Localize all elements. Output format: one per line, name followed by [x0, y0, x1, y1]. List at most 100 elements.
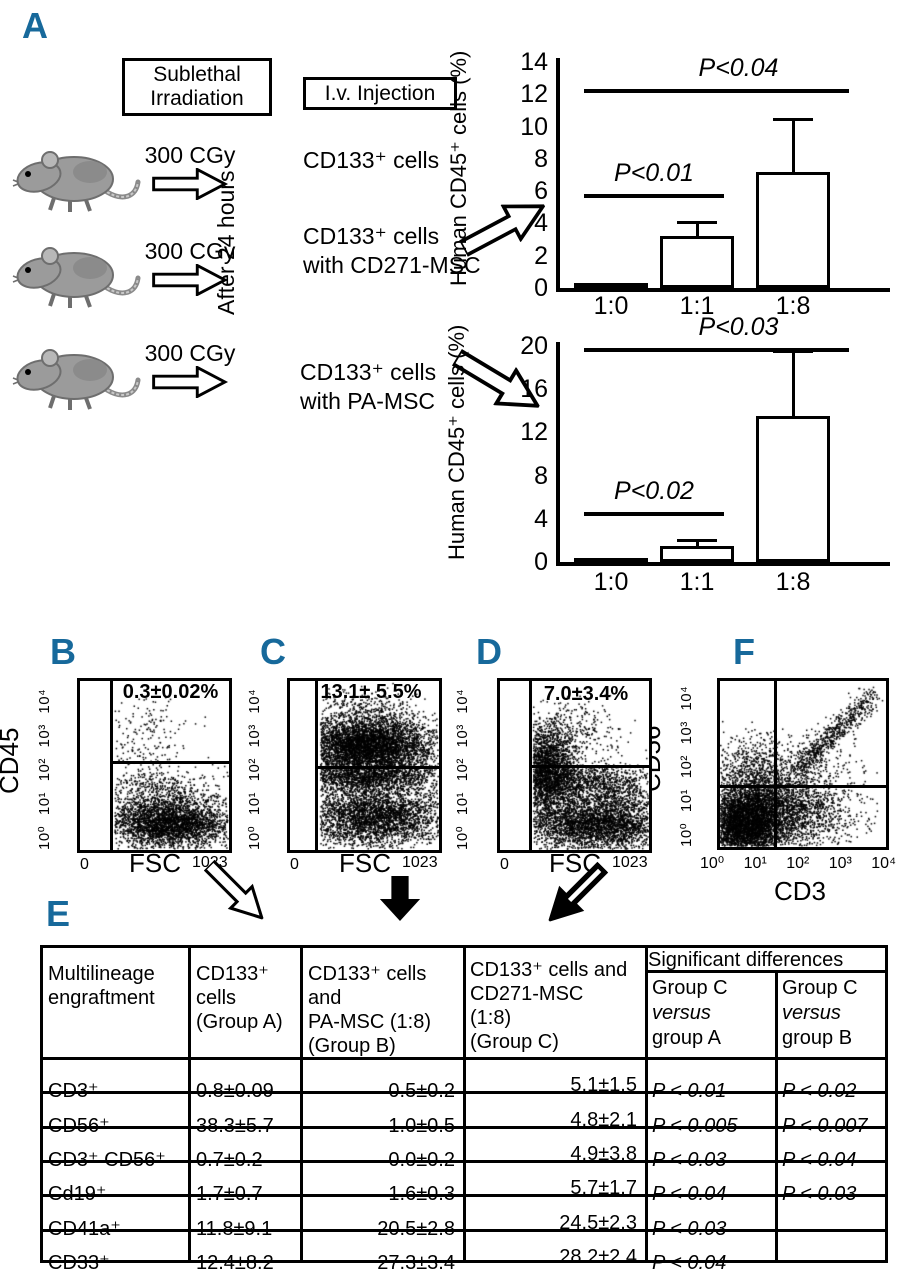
cell-group-a: 38.3±5.7 — [196, 1115, 274, 1137]
dose-label: 300 CGy — [144, 340, 236, 366]
table-header-c-vs-b: Group C versus group B — [782, 976, 884, 1051]
x-category-label: 1:1 — [679, 568, 715, 596]
panel-e-label: E — [46, 893, 71, 934]
flow-c-x-label: FSC — [339, 848, 391, 878]
table-row-line — [40, 1194, 888, 1197]
gate-vertical-line — [315, 680, 319, 851]
flow-b-x-label: FSC — [129, 848, 181, 878]
significance-line — [584, 348, 849, 353]
flow-c-x-max: 1023 — [402, 854, 438, 871]
cell-group-b: 0.0±0.2 — [388, 1149, 455, 1171]
y-tick-label: 6 — [534, 177, 548, 206]
table-column-line — [300, 945, 303, 1263]
x-category-label: 1:8 — [775, 568, 811, 596]
panel-a-label: A — [22, 5, 48, 46]
cell-marker: CD3⁺ — [48, 1080, 99, 1102]
bar — [756, 416, 830, 562]
dot-plot-canvas — [290, 681, 439, 850]
error-bar — [696, 540, 699, 546]
cell-p-c-vs-a: P < 0.03 — [652, 1149, 727, 1171]
error-bar-cap — [677, 220, 717, 224]
table-column-line — [188, 945, 191, 1263]
y-tick-label: 12 — [520, 418, 548, 447]
flow-d-x-min: 0 — [500, 856, 509, 873]
cell-group-c: 5.1±1.5 — [570, 1074, 637, 1096]
error-bar-cap — [773, 117, 813, 121]
cell-p-c-vs-b: P < 0.02 — [782, 1080, 857, 1102]
cell-group-a: 0.8±0.09 — [196, 1080, 274, 1102]
header-line: group B — [782, 1027, 853, 1049]
injection-group-3: CD133⁺ cells with PA-MSC — [300, 359, 437, 414]
dose-label: 300 CGy — [144, 142, 236, 168]
significance-line — [584, 194, 724, 199]
y-tick-label: 4 — [534, 504, 548, 533]
table-column-line — [775, 970, 778, 1263]
y-tick-label: 8 — [534, 144, 548, 173]
error-bar-cap — [677, 539, 717, 543]
y-tick-label: 16 — [520, 375, 548, 404]
cell-group-a: 12.4±8.2 — [196, 1252, 274, 1274]
x-tick: 10¹ — [743, 855, 767, 872]
error-bar — [792, 351, 795, 417]
y-tick-label: 2 — [534, 241, 548, 270]
cell-p-c-vs-a: P < 0.01 — [652, 1080, 727, 1102]
significance-label: P<0.04 — [698, 54, 779, 83]
x-tick: 10³ — [828, 855, 852, 872]
cell-p-c-vs-a: P < 0.04 — [652, 1252, 727, 1274]
x-category-label: 1:8 — [775, 292, 811, 320]
y-tick-label: 0 — [534, 548, 548, 576]
header-line: group A — [652, 1027, 721, 1049]
gate-horizontal-line — [111, 761, 230, 764]
y-tick-label: 8 — [534, 461, 548, 490]
table-header-line — [40, 1057, 888, 1060]
sublethal-irradiation-box: Sublethal Irradiation — [122, 58, 272, 116]
flow-b-x-min: 0 — [80, 856, 89, 873]
cell-group-b: 1.0±0.5 — [388, 1115, 455, 1137]
flow-b-y-ticks: 10⁰ 10¹ 10² 10³ 10⁴ — [36, 688, 53, 850]
x-tick: 10⁰ — [700, 855, 725, 872]
y-tick-label: 12 — [520, 80, 548, 109]
cell-group-c: 4.8±2.1 — [570, 1109, 637, 1131]
table-column-line — [463, 945, 466, 1263]
cell-marker: CD56⁺ — [48, 1115, 110, 1137]
cell-group-c: 28.2±2.4 — [559, 1246, 637, 1268]
cell-group-a: 1.7±0.7 — [196, 1183, 263, 1205]
x-axis — [556, 288, 890, 292]
bar — [756, 171, 830, 288]
cell-group-c: 4.9±3.8 — [570, 1143, 637, 1165]
right-arrow-icon — [142, 366, 238, 398]
cell-p-c-vs-a: P < 0.005 — [652, 1115, 738, 1137]
mouse-icon — [12, 330, 142, 415]
mouse-icon — [12, 132, 142, 217]
x-category-label: 1:1 — [679, 292, 715, 320]
cell-group-b: 20.5±2.8 — [377, 1218, 455, 1240]
cell-group-c: 24.5±2.3 — [559, 1212, 637, 1234]
flow-f-x-label: CD3 — [773, 876, 826, 906]
significance-label: P<0.02 — [614, 477, 694, 506]
table-header-group-c: CD133⁺ cells and CD271-MSC (1:8) (Group … — [470, 959, 628, 1053]
injection-group-1: CD133⁺ cells — [303, 147, 440, 173]
table-row-line — [40, 1091, 888, 1094]
gate-vertical-line — [110, 680, 114, 851]
panel-b-label: B — [50, 631, 76, 672]
cell-marker: CD33⁺ — [48, 1252, 110, 1274]
table-row-line — [40, 1126, 888, 1129]
down-arrow-icon — [378, 876, 422, 922]
flow-d-y-ticks: 10⁰ 10¹ 10² 10³ 10⁴ — [454, 688, 471, 850]
dot-plot-canvas — [720, 681, 886, 847]
table-header-group-b: CD133⁺ cells and PA-MSC (1:8) (Group B) — [308, 963, 431, 1057]
panel-d-label: D — [476, 631, 502, 672]
flow-f-x-ticks: 10⁰ 10¹ 10² 10³ 10⁴ — [700, 856, 896, 872]
cell-p-c-vs-b: P < 0.04 — [782, 1149, 857, 1171]
significance-line — [584, 89, 849, 94]
cell-group-b: 27.3±3.4 — [377, 1252, 455, 1274]
error-bar — [696, 221, 699, 237]
cell-p-c-vs-b: P < 0.03 — [782, 1183, 857, 1205]
y-tick-label: 14 — [520, 48, 548, 76]
table-row-line — [40, 1160, 888, 1163]
chart1-y-axis-label: Human CD45⁺ cells (%) — [446, 50, 471, 286]
dose-label: 300 CGy — [144, 238, 236, 264]
table-header-significant-differences: Significant differences — [648, 949, 844, 971]
panel-f-label: F — [733, 631, 755, 672]
